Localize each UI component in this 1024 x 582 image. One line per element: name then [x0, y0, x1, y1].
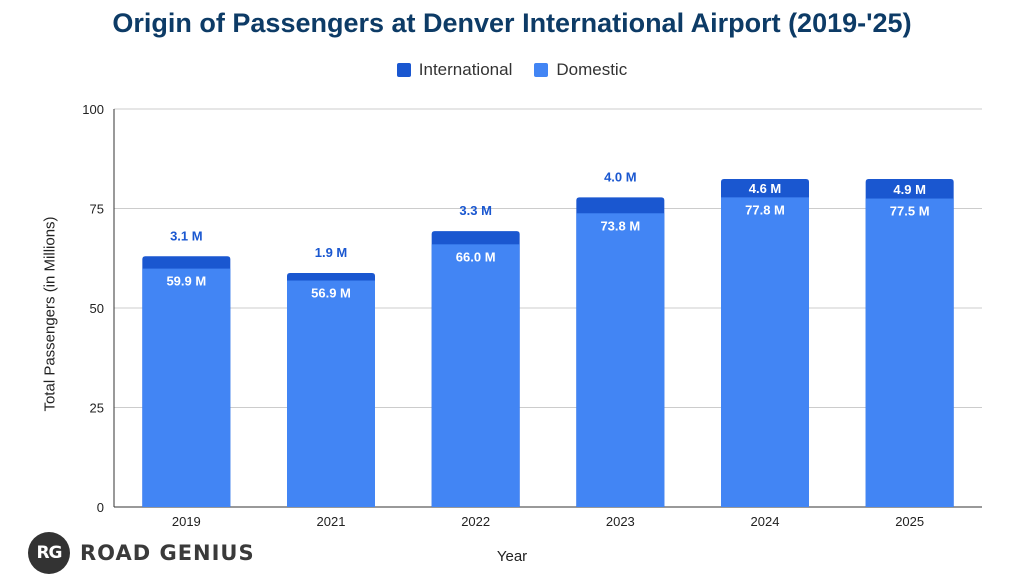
y-tick-label: 75: [90, 202, 104, 217]
chart-title: Origin of Passengers at Denver Internati…: [112, 8, 912, 38]
data-label-domestic: 77.5 M: [890, 204, 930, 219]
x-tick-label: 2025: [895, 514, 924, 529]
y-tick-label: 50: [90, 301, 104, 316]
legend-item-international[interactable]: International: [396, 60, 513, 80]
data-label-domestic: 56.9 M: [311, 286, 351, 301]
y-tick-label: 25: [90, 401, 104, 416]
data-label-international: 4.0 M: [604, 169, 637, 184]
logo-badge: RG: [28, 532, 70, 574]
x-tick-label: 2021: [317, 514, 346, 529]
logo-badge-text: RG: [36, 543, 62, 563]
data-label-domestic: 77.8 M: [745, 202, 785, 217]
bar-domestic-2022: [431, 244, 520, 507]
x-tick-label: 2022: [461, 514, 490, 529]
data-label-international: 3.1 M: [170, 228, 203, 243]
legend-label-domestic: Domestic: [556, 60, 628, 79]
bar-domestic-2019: [142, 268, 231, 507]
bar-domestic-2021: [287, 280, 375, 507]
data-label-international: 4.9 M: [893, 182, 926, 197]
legend-swatch-domestic: [534, 63, 549, 77]
data-label-domestic: 59.9 M: [166, 274, 206, 289]
data-label-domestic: 66.0 M: [456, 249, 496, 264]
road-genius-logo: RG ROAD GENIUS: [28, 532, 255, 574]
data-label-domestic: 73.8 M: [600, 218, 640, 233]
chart-legend: International Domestic: [0, 60, 1024, 80]
data-label-international: 3.3 M: [459, 203, 492, 218]
legend-item-domestic[interactable]: Domestic: [534, 60, 627, 80]
data-label-international: 1.9 M: [315, 245, 348, 260]
legend-label-international: International: [418, 60, 513, 79]
x-axis-title: Year: [496, 548, 528, 565]
data-label-international: 4.6 M: [749, 181, 782, 196]
bar-domestic-2024: [721, 197, 809, 507]
legend-swatch-international: [396, 63, 411, 77]
bar-domestic-2025: [865, 198, 954, 508]
y-tick-label: 0: [97, 500, 104, 515]
y-tick-label: 100: [82, 102, 104, 117]
bar-domestic-2023: [576, 213, 665, 507]
logo-text: ROAD GENIUS: [80, 541, 255, 565]
x-tick-label: 2023: [606, 514, 635, 529]
x-tick-label: 2024: [751, 514, 780, 529]
x-tick-label: 2019: [172, 514, 201, 529]
